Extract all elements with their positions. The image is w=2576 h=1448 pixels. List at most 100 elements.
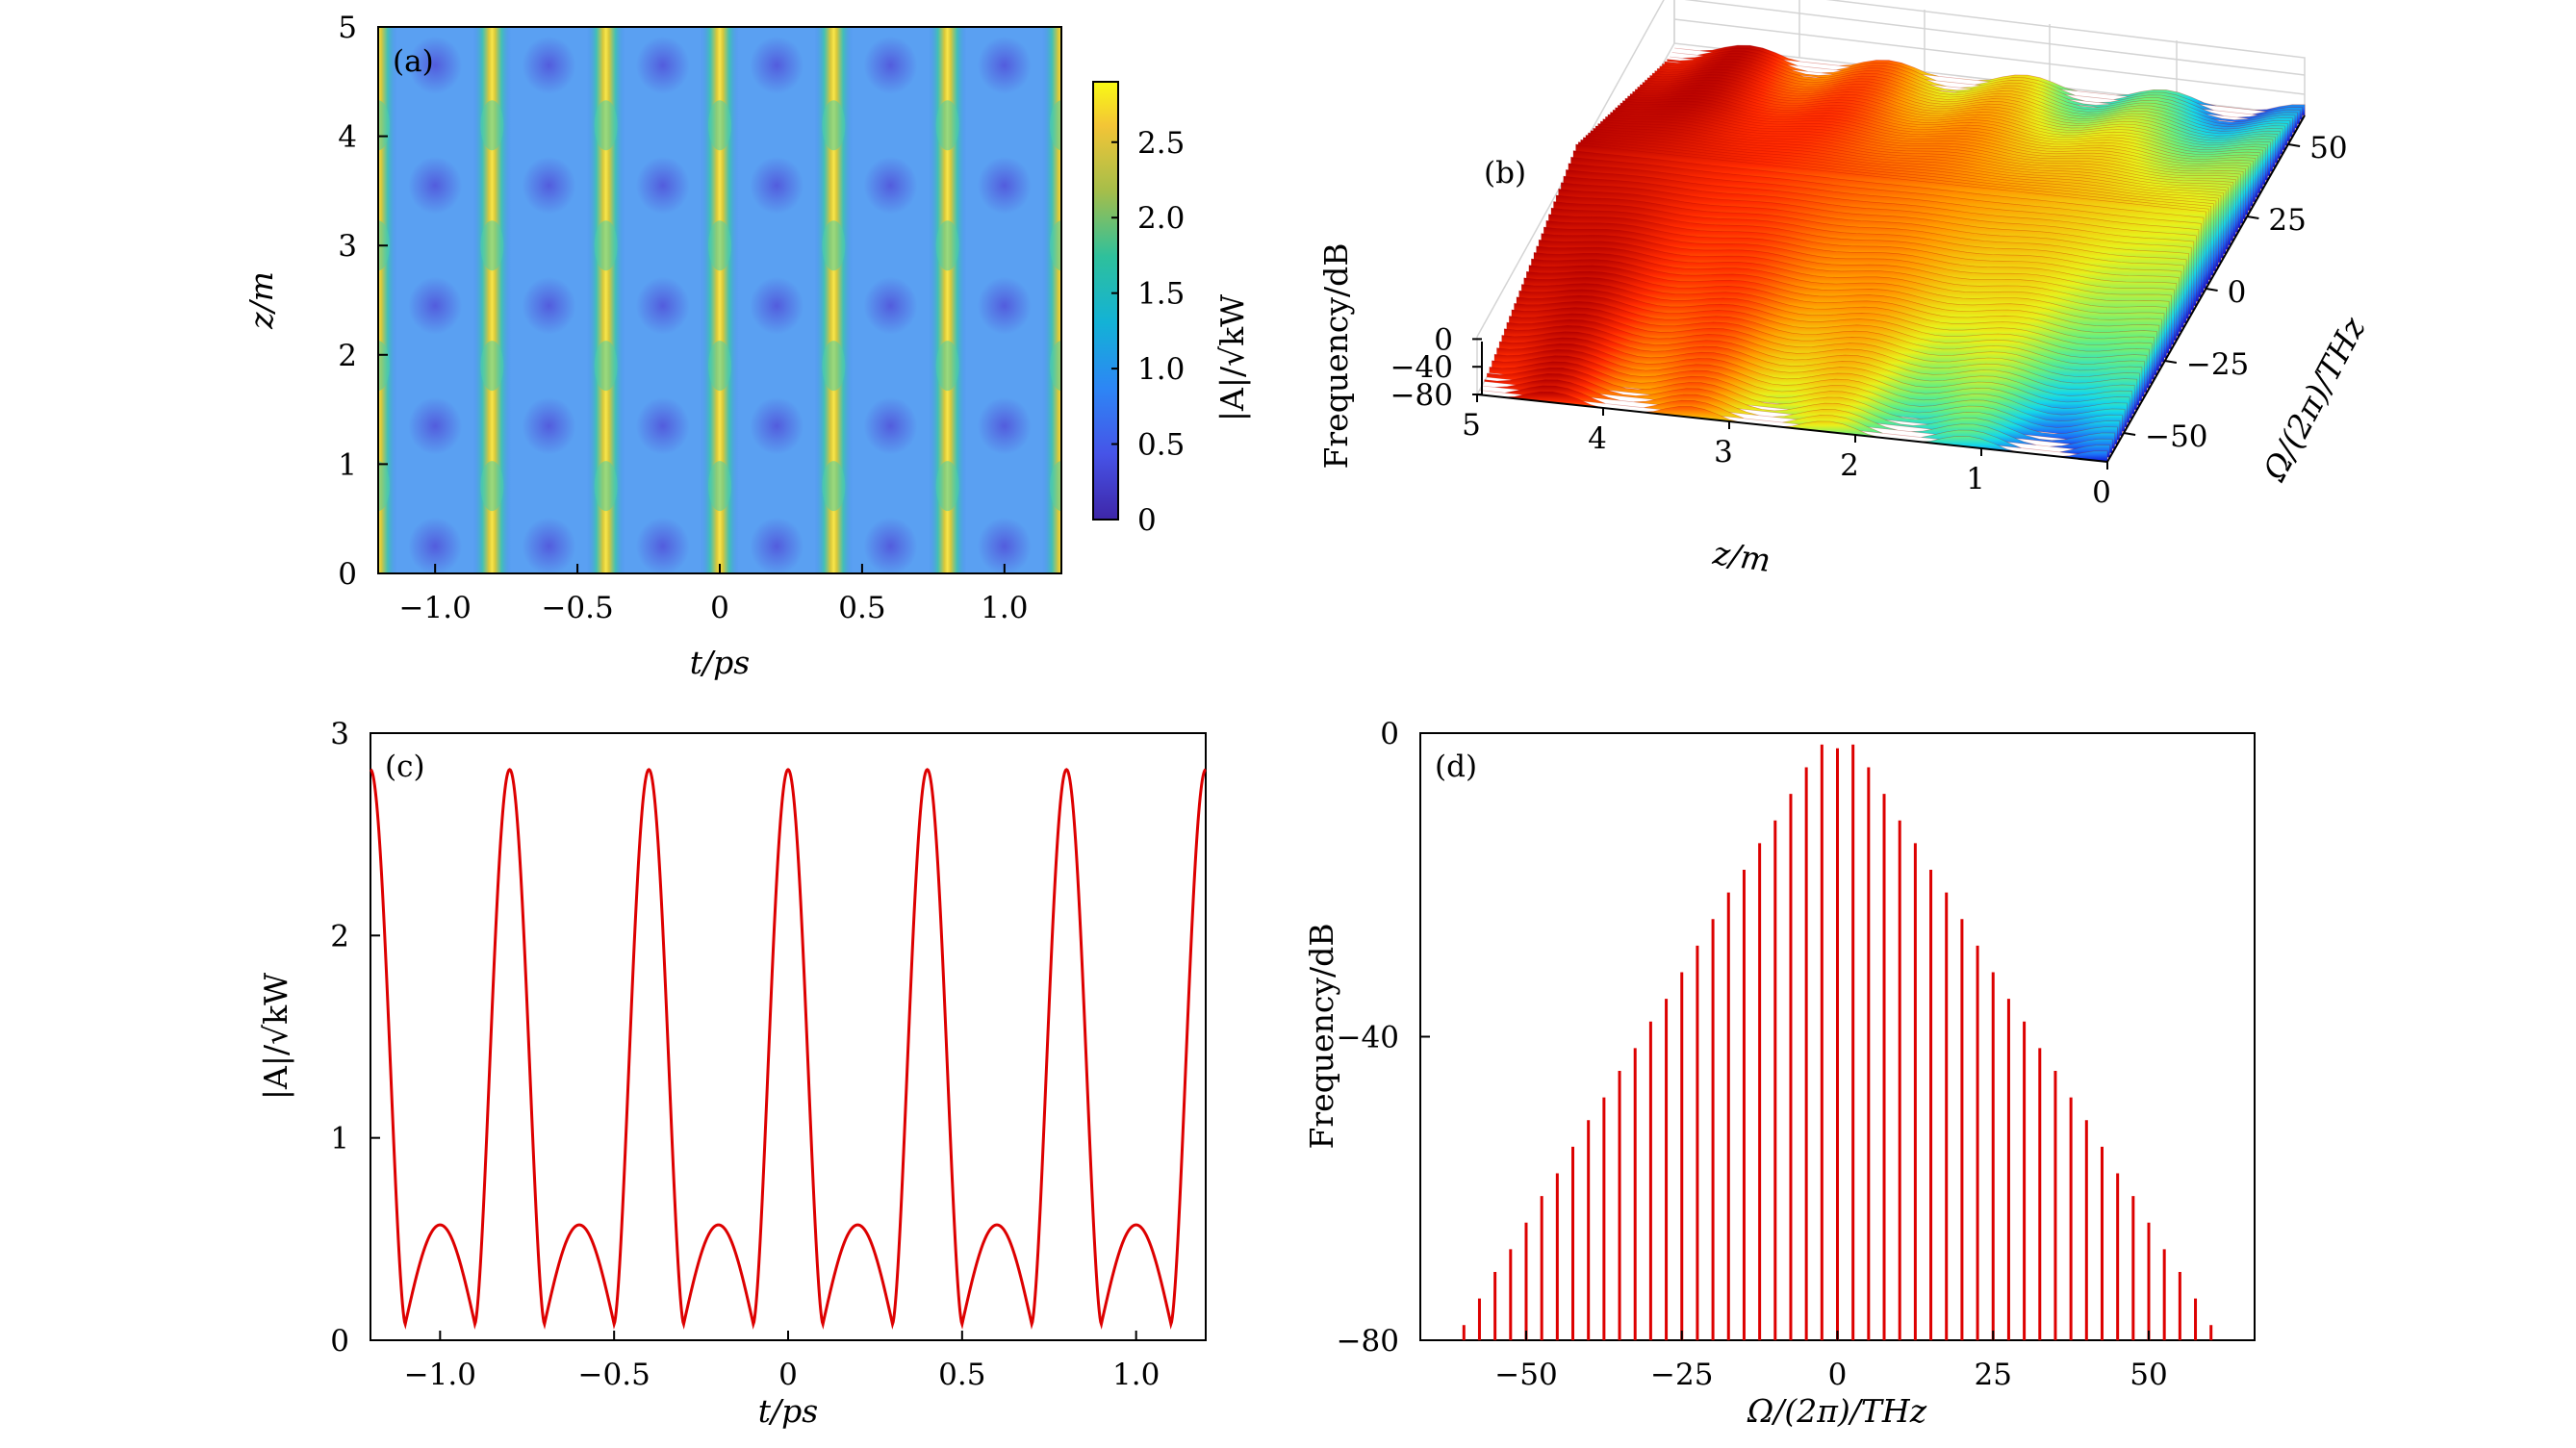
heatmap-pulse-node bbox=[594, 100, 618, 151]
y-tick-mark-b bbox=[2247, 216, 2259, 219]
heatmap-pulse-node bbox=[935, 220, 959, 271]
heatmap-pulse-node bbox=[378, 341, 390, 392]
heatmap-pulse-node bbox=[822, 341, 846, 392]
y-tick-label-d: 0 bbox=[1380, 717, 1399, 751]
x-tick-label-a: 0 bbox=[710, 591, 729, 625]
y-axis-label-a: z/m bbox=[242, 271, 280, 330]
colorbar-tick-label: 1.5 bbox=[1137, 277, 1185, 312]
y-tick-label-d: −40 bbox=[1337, 1021, 1399, 1055]
heatmap-dip bbox=[977, 36, 1032, 94]
y-tick-label-a: 2 bbox=[338, 339, 357, 373]
x-tick-label-d: −50 bbox=[1494, 1358, 1557, 1392]
x-tick-label-c: −0.5 bbox=[578, 1358, 650, 1392]
y-tick-mark-b bbox=[2164, 360, 2178, 364]
x-tick-label-a: −1.0 bbox=[399, 591, 472, 625]
heatmap-dip bbox=[635, 36, 690, 94]
heatmap-pulse-node bbox=[480, 220, 504, 271]
heatmap-pulse-node bbox=[480, 461, 504, 512]
heatmap-pulse-node bbox=[1050, 461, 1061, 512]
amplitude-line bbox=[370, 768, 1207, 1330]
colorbar-tick-label: 2.5 bbox=[1137, 126, 1185, 161]
heatmap-dip bbox=[522, 396, 576, 455]
x-axis-label-b: z/m bbox=[1710, 534, 1773, 579]
heatmap-dip bbox=[863, 36, 918, 94]
surface-3d bbox=[1476, 44, 2306, 463]
heatmap-dip bbox=[522, 156, 576, 215]
heatmap-field bbox=[378, 27, 1061, 573]
y-tick-label-a: 3 bbox=[338, 229, 357, 264]
x-tick-label-b: 2 bbox=[1840, 448, 1859, 483]
y-tick-label-d: −80 bbox=[1337, 1324, 1399, 1359]
heatmap-dip bbox=[977, 517, 1032, 573]
x-tick-label-b: 5 bbox=[1462, 408, 1481, 443]
y-axis-label-d: Frequency/dB bbox=[1303, 924, 1340, 1150]
heatmap-pulse-node bbox=[594, 341, 618, 392]
y-tick-label-b: 50 bbox=[2309, 131, 2347, 165]
heatmap-dip bbox=[863, 517, 918, 573]
heatmap-dip bbox=[750, 276, 804, 335]
panel-d: −50 −25 0 25 50 0 −40 −80 (d) Ω/(2π)/THz Freque… bbox=[1303, 717, 2256, 1430]
z-tick-label-b: −80 bbox=[1390, 378, 1453, 413]
x-tick-label-c: 1.0 bbox=[1112, 1358, 1160, 1392]
heatmap-dip bbox=[977, 156, 1032, 215]
x-tick-label-d: −25 bbox=[1650, 1358, 1713, 1392]
y-axis-label-c: |A|/√kW bbox=[257, 973, 294, 1100]
x-tick-label-b: 0 bbox=[2092, 475, 2111, 510]
colorbar-ticks: 0 0.5 1.0 1.5 2.0 2.5 bbox=[1111, 126, 1185, 538]
x-axis-label-a: t/ps bbox=[690, 644, 750, 681]
x-tick-label-b: 4 bbox=[1588, 421, 1607, 456]
heatmap-pulse-node bbox=[378, 100, 390, 151]
heatmap-dip bbox=[635, 156, 690, 215]
colorbar bbox=[1092, 81, 1119, 521]
heatmap-dip bbox=[863, 156, 918, 215]
x-axis-label-d: Ω/(2π)/THz bbox=[1747, 1392, 1927, 1430]
y-tick-label-c: 2 bbox=[330, 919, 349, 953]
axes-c-ticks: −1.0 −0.5 0 0.5 1.0 0 1 2 3 bbox=[330, 717, 1160, 1392]
z-tick-label-b: −40 bbox=[1390, 350, 1453, 385]
y-tick-label-a: 0 bbox=[338, 557, 357, 592]
y-tick-label-a: 1 bbox=[338, 447, 357, 482]
x-tick-label-d: 50 bbox=[2130, 1358, 2167, 1392]
heatmap-pulse-node bbox=[822, 461, 846, 512]
y-tick-label-a: 5 bbox=[338, 11, 357, 45]
spectrum-bars bbox=[1462, 744, 2213, 1340]
heatmap-dip bbox=[635, 517, 690, 573]
y-tick-mark-b bbox=[2123, 432, 2136, 436]
heatmap-pulse-node bbox=[708, 461, 731, 512]
x-tick-label-c: 0 bbox=[778, 1358, 798, 1392]
colorbar-tick-label: 0.5 bbox=[1137, 428, 1185, 463]
heatmap-dip bbox=[522, 36, 576, 94]
heatmap-dip bbox=[408, 276, 463, 335]
heatmap-pulse-stripe bbox=[1042, 27, 1061, 573]
y-tick-label-b: 0 bbox=[2228, 275, 2247, 310]
x-tick-label-a: −0.5 bbox=[541, 591, 613, 625]
heatmap-pulse-node bbox=[708, 100, 731, 151]
x-tick-label-a: 0.5 bbox=[838, 591, 885, 625]
panel-label-c: (c) bbox=[385, 749, 425, 784]
heatmap-pulse-node bbox=[822, 220, 846, 271]
axes-3d bbox=[1476, 114, 2306, 463]
colorbar-label: |A|/√kW bbox=[1213, 294, 1251, 421]
panel-label-d: (d) bbox=[1435, 749, 1477, 784]
heatmap-pulse-node bbox=[935, 461, 959, 512]
panel-label-b: (b) bbox=[1484, 156, 1526, 191]
panel-c: −1.0 −0.5 0 0.5 1.0 0 1 2 3 (c) t/ps |A|/√kW bbox=[257, 717, 1207, 1430]
colorbar-tick-label: 0 bbox=[1137, 503, 1157, 538]
x-axis-label-c: t/ps bbox=[758, 1392, 818, 1430]
heatmap-dip bbox=[750, 156, 804, 215]
x-tick-label-b: 3 bbox=[1714, 435, 1733, 470]
heatmap-dip bbox=[635, 396, 690, 455]
heatmap-dip bbox=[863, 396, 918, 455]
axes-a-ticks: −1.0 −0.5 0 0.5 1.0 0 1 2 3 4 5 bbox=[338, 11, 1028, 625]
heatmap-dip bbox=[408, 396, 463, 455]
axes-frame bbox=[370, 732, 1207, 1341]
heatmap-pulse-node bbox=[935, 100, 959, 151]
heatmap-pulse-node bbox=[594, 461, 618, 512]
y-tick-label-c: 1 bbox=[330, 1122, 349, 1156]
panel-a: −1.0 −0.5 0 0.5 1.0 0 1 2 3 4 5 (a) t/ps z/m 0 0.5 1… bbox=[242, 11, 1251, 681]
heatmap-pulse-node bbox=[708, 220, 731, 271]
heatmap-dip bbox=[408, 517, 463, 573]
